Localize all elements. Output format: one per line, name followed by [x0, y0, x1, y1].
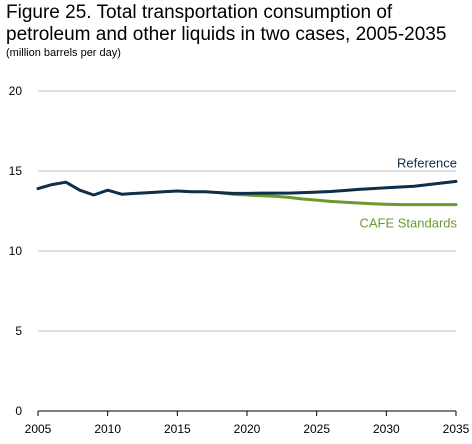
- series-label: CAFE Standards: [359, 216, 457, 231]
- y-tick-label: 5: [15, 324, 22, 338]
- x-axis-ticks: 2005 2010 2015 2020 2025 2030 2035: [25, 411, 470, 436]
- x-tick-label: 2010: [94, 422, 121, 436]
- series-label: Reference: [397, 155, 457, 170]
- y-tick-label: 15: [9, 164, 23, 178]
- gridlines: [38, 90, 456, 332]
- y-tick-label: 0: [15, 404, 22, 418]
- x-tick-label: 2015: [164, 422, 191, 436]
- series-labels: Reference CAFE Standards: [359, 155, 457, 230]
- series-line-cafe-standards: [217, 191, 458, 207]
- series-line-reference: [36, 179, 458, 197]
- x-tick-label: 2025: [303, 422, 330, 436]
- x-tick-label: 2035: [443, 422, 470, 436]
- x-tick-label: 2030: [373, 422, 400, 436]
- y-tick-label: 20: [9, 84, 23, 98]
- y-tick-label: 10: [9, 244, 23, 258]
- x-tick-label: 2020: [234, 422, 261, 436]
- x-tick-label: 2005: [25, 422, 52, 436]
- chart-subtitle: (million barrels per day): [6, 47, 121, 59]
- chart-title: Figure 25. Total transportation consumpt…: [6, 2, 447, 45]
- series-lines: [36, 179, 458, 207]
- y-axis-ticks: 0 5 10 15 20: [9, 84, 23, 418]
